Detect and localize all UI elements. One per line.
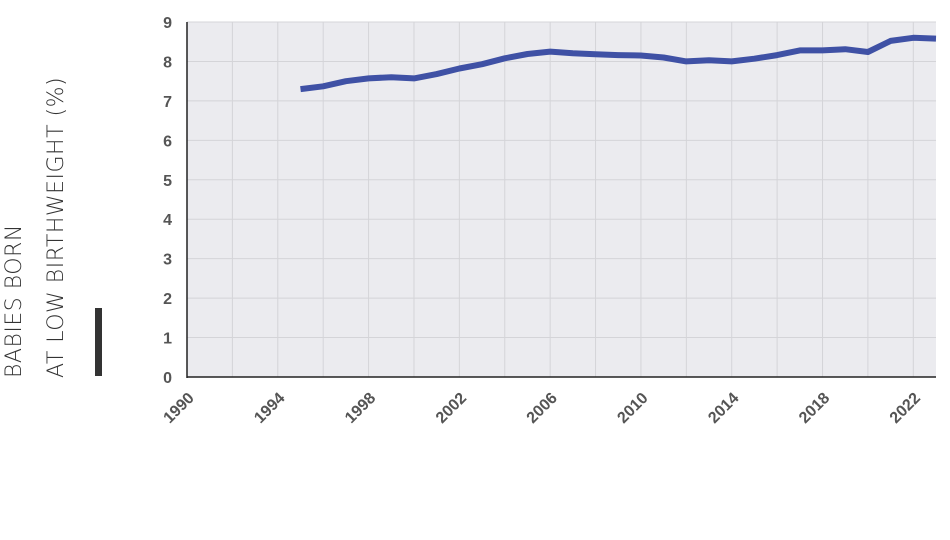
y-tick-label: 4 — [163, 212, 172, 229]
x-tick-label: 2022 — [887, 390, 924, 427]
series-layer — [300, 34, 937, 93]
y-axis-accent-bar — [95, 308, 102, 376]
y-axis-title-line-2: AT LOW BIRTHWEIGHT (%) — [44, 76, 69, 378]
y-tick-label: 7 — [163, 94, 172, 111]
x-tick-labels: 1990 1994 1998 2002 2006 2010 2014 2018 2022 — [161, 390, 925, 427]
y-tick-label: 8 — [163, 54, 172, 71]
y-axis-title-line-1: BABIES BORN — [2, 224, 27, 378]
x-tick-label: 2010 — [614, 390, 651, 427]
axes — [186, 22, 936, 378]
x-tick-label: 2006 — [524, 390, 561, 427]
y-tick-labels: 0 1 2 3 4 5 6 7 8 9 — [163, 15, 172, 387]
x-tick-label: 1990 — [161, 390, 198, 427]
x-tick-label: 2014 — [705, 390, 742, 427]
series-line — [300, 34, 937, 93]
x-tick-label: 2018 — [796, 390, 833, 427]
x-tick-label: 1998 — [342, 390, 379, 427]
x-tick-label: 1994 — [251, 390, 288, 427]
y-tick-label: 6 — [163, 133, 172, 150]
y-tick-label: 9 — [163, 15, 172, 32]
y-tick-label: 0 — [163, 370, 172, 387]
y-tick-label: 1 — [163, 331, 172, 348]
y-axis-title: BABIES BORN AT LOW BIRTHWEIGHT (%) — [0, 0, 80, 540]
y-tick-label: 5 — [163, 173, 172, 190]
y-tick-label: 3 — [163, 252, 172, 269]
plot-area — [187, 22, 936, 377]
y-tick-label: 2 — [163, 291, 172, 308]
x-tick-label: 2002 — [433, 390, 470, 427]
